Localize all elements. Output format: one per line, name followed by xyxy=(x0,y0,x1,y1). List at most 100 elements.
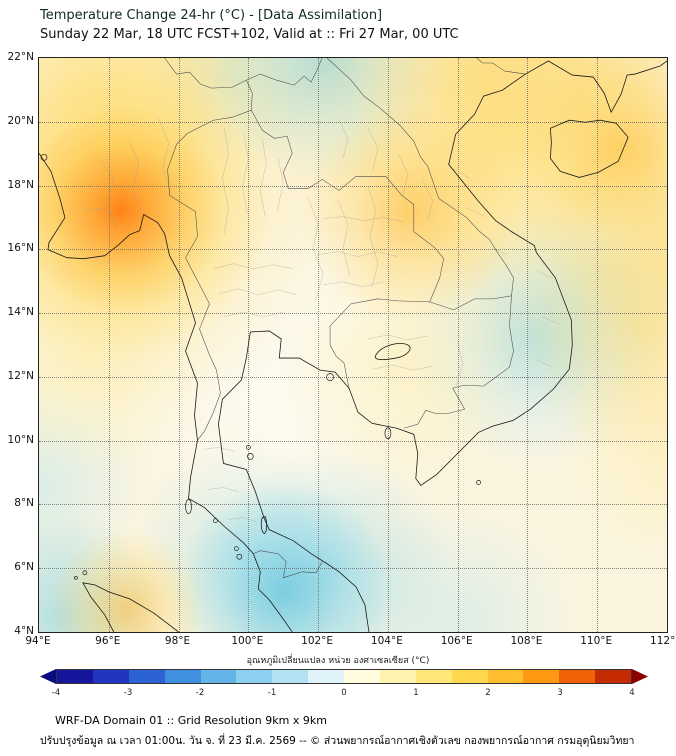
border-laos-cambodia xyxy=(429,295,512,311)
colorbar-segment xyxy=(92,670,129,683)
lon-tick-label: 102°E xyxy=(301,635,334,647)
colorbar-tick-label: 2 xyxy=(485,688,491,698)
coastline-layer xyxy=(39,58,667,632)
border-myanmar-china xyxy=(164,58,247,89)
gridline-vertical xyxy=(597,58,599,632)
colorbar-segment xyxy=(451,670,488,683)
colorbar-tick-label: -4 xyxy=(51,688,61,698)
colorbar-segment xyxy=(379,670,416,683)
lon-tick-label: 96°E xyxy=(95,635,121,647)
gridline-vertical xyxy=(318,58,320,632)
gridline-horizontal xyxy=(39,440,667,442)
lat-tick-label: 20°N xyxy=(7,114,34,127)
colorbar-bar xyxy=(56,669,632,684)
gridline-horizontal xyxy=(39,504,667,506)
colorbar-label: อุณหภูมิเปลี่ยนแปลง หน่วย องศาเซลเซียส (… xyxy=(246,656,430,666)
border-myanmar-laos xyxy=(246,79,253,111)
colorbar-segment xyxy=(559,670,596,683)
gridline-vertical xyxy=(178,58,180,632)
border-laos-vietnam xyxy=(326,58,514,296)
island-phangan xyxy=(245,444,251,450)
lat-tick-label: 14°N xyxy=(7,306,34,319)
island-langkawi xyxy=(236,553,243,560)
footer-domain-info: WRF-DA Domain 01 :: Grid Resolution 9km … xyxy=(55,714,327,727)
lat-tick-label: 22°N xyxy=(7,51,34,63)
lat-tick-label: 18°N xyxy=(7,178,34,191)
gridline-vertical xyxy=(457,58,459,632)
border-thailand-laos xyxy=(251,110,445,302)
island-samui xyxy=(246,453,254,460)
footer-update-info: ปรับปรุงข้อมูล ณ เวลา 01:00น. วัน จ. ที่… xyxy=(40,735,635,747)
colorbar-tick-label: 1 xyxy=(413,688,419,698)
colorbar-segment xyxy=(272,670,309,683)
colorbar-ticks: -4 -3 -2 -1 0 1 2 3 4 xyxy=(52,688,635,698)
colorbar-right-arrow xyxy=(632,669,648,684)
grid-layer xyxy=(39,58,667,632)
lon-tick-label: 100°E xyxy=(231,635,264,647)
colorbar-segment xyxy=(308,670,344,683)
island-ramree xyxy=(40,153,48,161)
colorbar-segment xyxy=(344,670,380,683)
island-lanta xyxy=(213,518,218,523)
border-myanmar-thailand xyxy=(167,109,252,441)
island-con-son xyxy=(476,480,481,485)
coastline-hainan xyxy=(549,119,629,178)
gridline-horizontal xyxy=(39,313,667,315)
lon-tick-label: 108°E xyxy=(510,635,543,647)
colorbar-segment xyxy=(128,670,165,683)
gridline-horizontal xyxy=(39,121,667,123)
lon-tick-label: 94°E xyxy=(25,635,51,647)
figure-subtitle: Sunday 22 Mar, 18 UTC FCST+102, Valid at… xyxy=(40,27,459,42)
border-china-vietnam xyxy=(476,58,526,75)
colorbar-segment xyxy=(595,670,631,683)
lon-axis: 94°E 96°E 98°E 100°E 102°E 104°E 106°E 108°E 110… xyxy=(25,635,676,649)
gridline-vertical xyxy=(108,58,110,632)
lat-tick-label: 16°N xyxy=(7,242,34,255)
coastline-mainland xyxy=(39,60,667,632)
lat-tick-label: 12°N xyxy=(7,369,34,382)
lat-tick-label: 6°N xyxy=(14,561,34,574)
island-tarutao xyxy=(234,546,239,552)
coastlines xyxy=(39,60,667,632)
island-chang xyxy=(326,373,334,381)
colorbar-tick-label: -3 xyxy=(123,688,133,698)
gridline-vertical xyxy=(387,58,389,632)
figure-title: Temperature Change 24-hr (°C) - [Data As… xyxy=(40,8,383,23)
colorbar-segment xyxy=(57,670,93,683)
colorbar-tick-label: 3 xyxy=(557,688,563,698)
island-phu-quoc xyxy=(384,427,392,440)
lon-tick-label: 104°E xyxy=(370,635,403,647)
coastline-sumatra xyxy=(82,582,179,632)
island-breueh xyxy=(74,575,78,580)
island-phuket xyxy=(185,499,192,514)
lake-tonle-sap xyxy=(374,343,411,360)
border-china-laos xyxy=(246,58,323,86)
colorbar-segment xyxy=(487,670,524,683)
lat-tick-label: 10°N xyxy=(7,433,34,446)
border-cambodia-vietnam xyxy=(403,295,514,429)
gridline-vertical xyxy=(527,58,529,632)
country-borders xyxy=(164,58,526,579)
colorbar-segment xyxy=(200,670,237,683)
colorbar-tick-label: -2 xyxy=(195,688,205,698)
colorbar-tick-label: -1 xyxy=(267,688,277,698)
lat-tick-label: 8°N xyxy=(14,497,34,510)
colorbar-tick-label: 4 xyxy=(629,688,635,698)
gridline-horizontal xyxy=(39,568,667,570)
island-weh xyxy=(82,570,88,576)
colorbar-segment xyxy=(415,670,452,683)
border-thailand-malaysia xyxy=(253,550,323,579)
colorbar-left-arrow xyxy=(40,669,56,684)
lon-tick-label: 98°E xyxy=(164,635,191,647)
colorbar-segment xyxy=(164,670,201,683)
border-thailand-cambodia xyxy=(329,298,430,389)
gridline-horizontal xyxy=(39,185,667,187)
colorbar-segment xyxy=(236,670,273,683)
colorbar-tick-label: 0 xyxy=(341,688,347,698)
lat-axis: 22°N 20°N 18°N 16°N 14°N 12°N 10°N 8°N 6°N 4°N xyxy=(0,51,36,637)
lon-tick-label: 112°E xyxy=(650,635,676,647)
map-canvas xyxy=(38,57,668,633)
province-borders xyxy=(83,118,560,522)
colorbar-segment xyxy=(523,670,560,683)
